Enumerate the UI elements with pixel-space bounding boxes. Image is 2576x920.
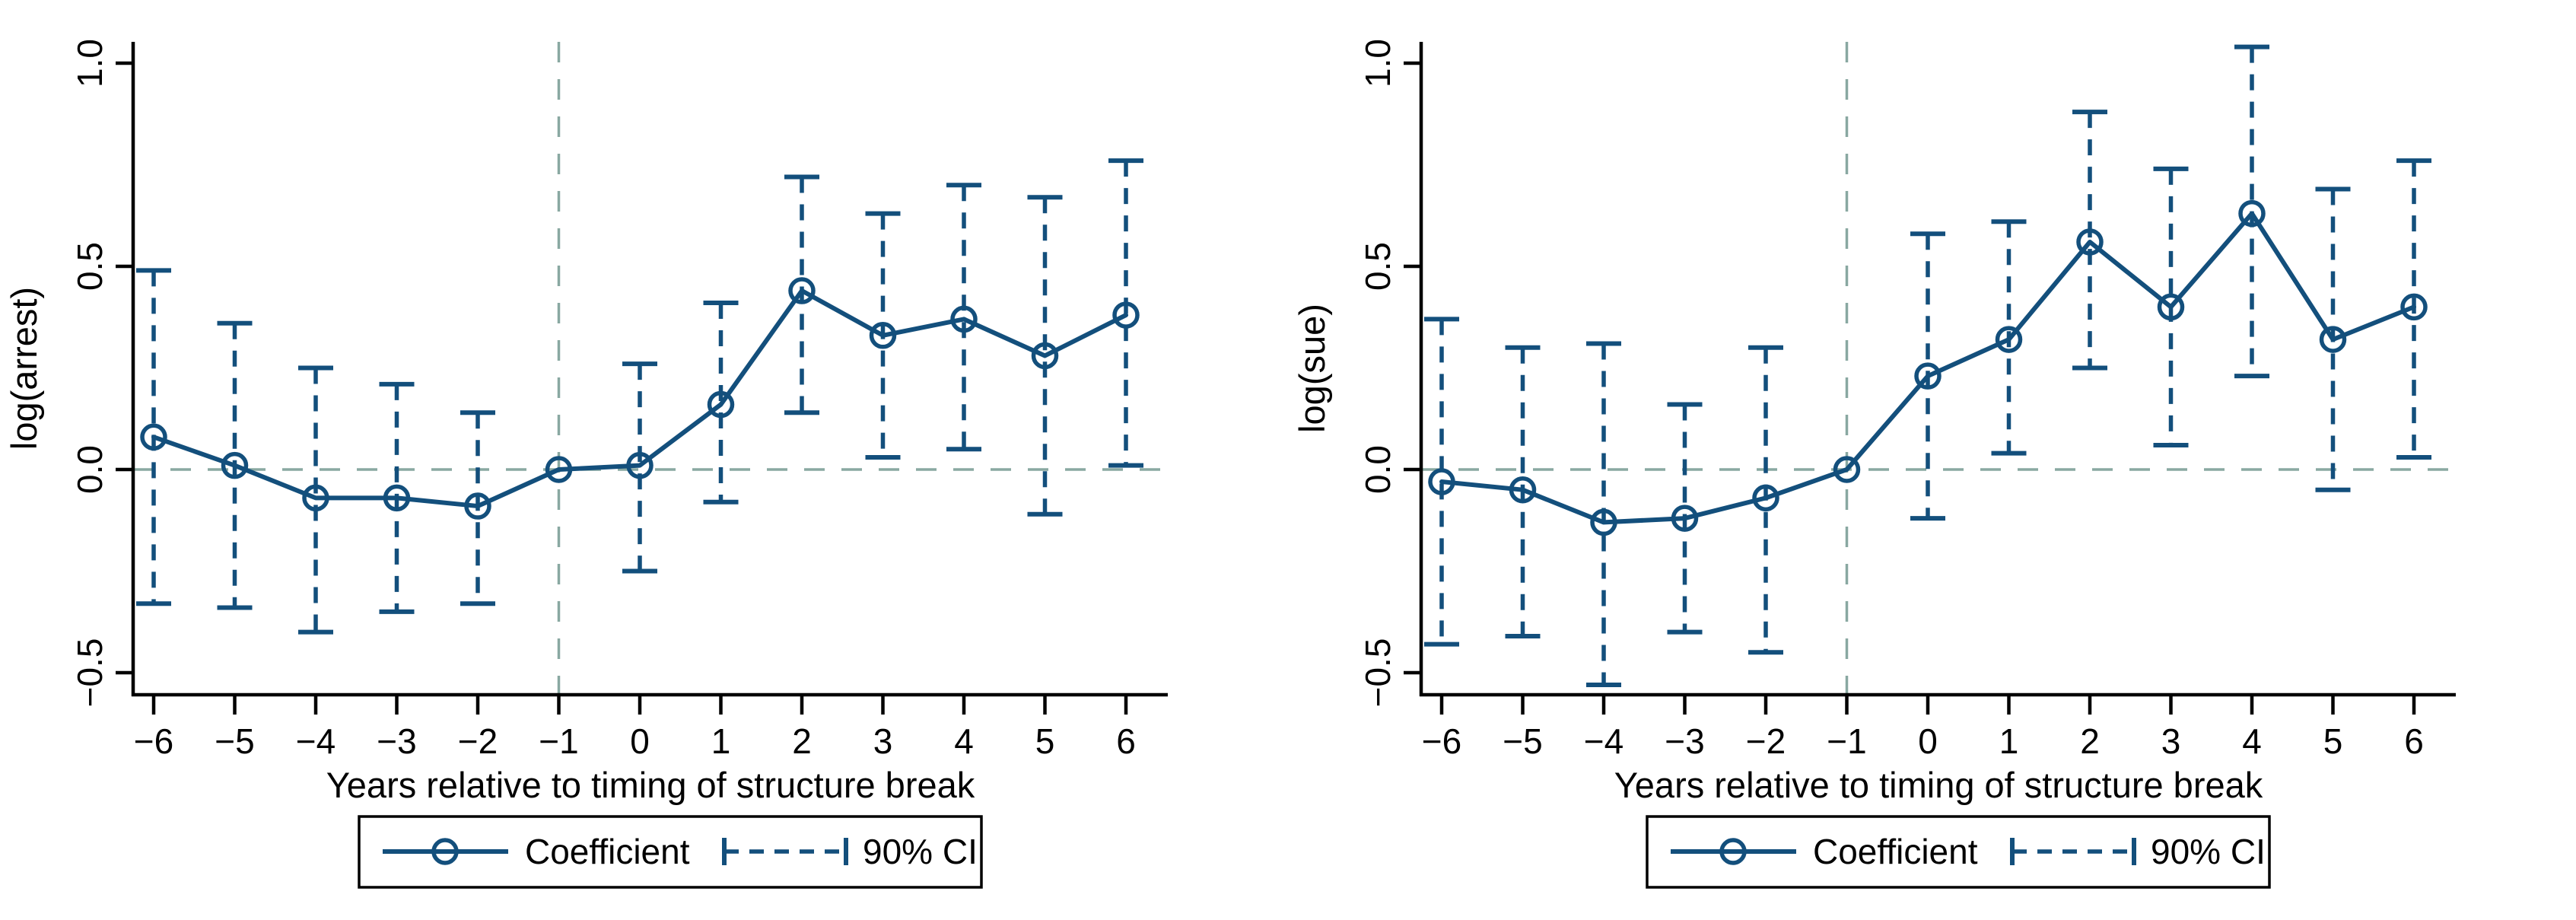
x-tick-label: −5	[215, 721, 254, 761]
y-tick-label: −0.5	[70, 638, 110, 708]
coefficient-marker	[2319, 326, 2347, 353]
x-tick-label: −1	[1827, 721, 1866, 761]
y-axis-title: log(sue)	[1292, 304, 1332, 433]
legend-ci-label: 90% CI	[2151, 832, 2266, 871]
ci-bar	[298, 365, 333, 635]
coefficient-marker	[1671, 505, 1699, 532]
coefficient-marker	[2238, 199, 2266, 228]
coefficient-marker	[2400, 293, 2428, 321]
x-tick-label: 5	[2323, 721, 2343, 761]
coefficient-marker	[950, 305, 978, 333]
ci-bar	[703, 301, 739, 505]
panel-log-arrest: 1.0 0.5 0.0 −0.5 −6 −5 −4 −3 −2 −1 0 1 2 3 4 5 6 Years re…	[4, 39, 1168, 889]
x-tick-label: 1	[1999, 721, 2019, 761]
coefficient-line	[1439, 211, 2416, 525]
x-tick-label: −6	[1422, 721, 1461, 761]
y-tick-label: −0.5	[1358, 638, 1398, 708]
x-tick-label: 6	[2404, 721, 2424, 761]
x-tick-label: 6	[1116, 721, 1136, 761]
coefficient-marker	[1428, 468, 1455, 495]
coefficient-marker	[869, 322, 897, 349]
y-tick-label: 0.5	[1358, 242, 1398, 291]
coefficient-marker	[221, 451, 249, 479]
x-tick-label: −5	[1503, 721, 1542, 761]
x-tick-label: 5	[1035, 721, 1055, 761]
x-tick-label: −2	[458, 721, 498, 761]
ci-bar	[2072, 110, 2107, 371]
x-tick-label: 4	[2242, 721, 2262, 761]
x-tick-label: −3	[377, 721, 416, 761]
x-tick-label: −1	[539, 721, 578, 761]
coefficient-marker	[545, 456, 573, 483]
ci-bar	[784, 174, 819, 415]
x-tick-label: −6	[134, 721, 173, 761]
x-tick-label: 4	[954, 721, 974, 761]
coefficient-marker	[788, 277, 816, 304]
coefficient-marker	[2076, 228, 2104, 256]
coefficient-marker	[1509, 476, 1537, 504]
y-tick-label: 1.0	[1358, 39, 1398, 88]
x-tick-label: 0	[1918, 721, 1938, 761]
coefficient-marker	[140, 423, 167, 451]
legend-coefficient-marker	[1719, 838, 1747, 865]
coefficient-marker	[302, 484, 329, 512]
y-tick-label: 0.0	[1358, 445, 1398, 494]
coefficient-marker	[1914, 362, 1942, 390]
x-tick-label: −4	[296, 721, 336, 761]
y-tick-label: 0.5	[70, 242, 110, 291]
legend: Coefficient 90% CI	[1646, 815, 2271, 889]
coefficient-marker	[1031, 342, 1059, 370]
legend: Coefficient 90% CI	[358, 815, 983, 889]
x-tick-label: −3	[1665, 721, 1704, 761]
legend-coefficient-label: Coefficient	[525, 832, 690, 871]
x-axis-title: Years relative to timing of structure br…	[326, 765, 975, 805]
coefficient-marker	[1833, 456, 1861, 483]
coefficient-marker	[1590, 508, 1617, 536]
ci-bar	[622, 361, 657, 574]
legend-ci-label: 90% CI	[863, 832, 978, 871]
coefficient-marker	[1112, 301, 1140, 329]
coefficient-marker	[707, 390, 735, 419]
coefficient-marker	[383, 484, 411, 512]
coefficient-marker	[1752, 484, 1779, 512]
ci-bar	[946, 183, 981, 452]
coefficient-marker	[464, 492, 491, 520]
x-tick-label: 2	[792, 721, 812, 761]
ci-bar	[1027, 195, 1063, 517]
x-tick-label: −4	[1584, 721, 1624, 761]
x-tick-label: 3	[2161, 721, 2181, 761]
coefficient-marker	[2157, 293, 2185, 321]
x-tick-label: 2	[2080, 721, 2100, 761]
plot-background	[1288, 0, 2576, 920]
ci-bar	[1424, 317, 1459, 647]
panel-log-sue: 1.0 0.5 0.0 −0.5 −6 −5 −4 −3 −2 −1 0 1 2 3 4 5 6 Years re…	[1288, 0, 2576, 920]
legend-coefficient-marker	[431, 838, 459, 865]
legend-coefficient-label: Coefficient	[1813, 832, 1978, 871]
coefficient-marker	[1995, 326, 2023, 353]
x-tick-label: 1	[711, 721, 731, 761]
x-tick-label: 3	[873, 721, 893, 761]
ci-bar	[1586, 341, 1621, 688]
y-tick-label: 0.0	[70, 445, 110, 494]
x-tick-label: 0	[630, 721, 650, 761]
y-axis-title: log(arrest)	[4, 287, 44, 450]
x-tick-label: −2	[1746, 721, 1786, 761]
y-tick-label: 1.0	[70, 39, 110, 88]
x-axis-title: Years relative to timing of structure br…	[1614, 765, 2263, 805]
coefficient-line	[151, 288, 1128, 509]
coefficient-marker	[626, 451, 654, 479]
